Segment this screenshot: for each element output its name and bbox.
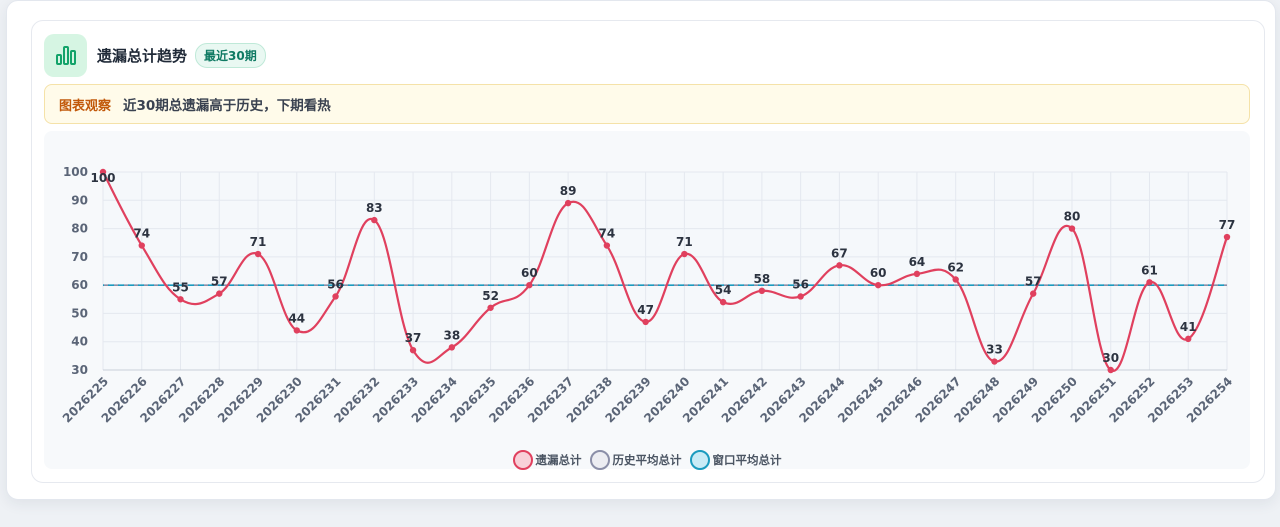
data-point — [874, 281, 882, 289]
data-label: 30 — [1102, 351, 1119, 365]
insight-tag: 图表观察 — [59, 98, 112, 114]
data-label: 54 — [715, 283, 732, 297]
y-tick-label: 40 — [71, 335, 88, 349]
outer-frame: 遗漏总计趋势 最近30期 图表观察 近30期总遗漏高于历史，下期看热 30 40 5… — [6, 0, 1276, 500]
data-point — [1030, 290, 1037, 297]
legend-label-total: 遗漏总计 — [535, 453, 582, 467]
data-point — [293, 327, 300, 334]
data-label: 62 — [947, 260, 964, 274]
data-label: 56 — [792, 277, 809, 291]
y-tick-label: 100 — [63, 165, 88, 179]
data-point — [642, 318, 649, 326]
y-tick-label: 80 — [71, 222, 88, 236]
data-point — [99, 168, 107, 176]
data-label: 47 — [637, 303, 654, 317]
data-label: 61 — [1141, 263, 1158, 277]
card-header: 遗漏总计趋势 最近30期 — [44, 33, 266, 77]
bar-chart-icon — [44, 33, 87, 77]
data-label: 80 — [1064, 210, 1081, 224]
data-point — [758, 287, 766, 294]
legend-label-history: 历史平均总计 — [612, 453, 682, 467]
data-point — [603, 242, 611, 249]
data-point — [526, 281, 533, 289]
data-point — [177, 296, 184, 303]
data-label: 37 — [405, 331, 422, 345]
data-point — [332, 293, 339, 300]
y-tick-label: 60 — [71, 278, 88, 292]
data-point — [797, 293, 804, 300]
data-label: 83 — [366, 201, 383, 215]
data-point — [836, 262, 843, 269]
legend-swatch-total — [512, 450, 533, 470]
data-label: 60 — [870, 266, 887, 280]
data-label: 71 — [250, 235, 267, 249]
data-point — [1146, 279, 1153, 286]
data-point — [254, 250, 262, 258]
plot-background — [103, 172, 1227, 370]
legend-item-window[interactable]: 窗口平均总计 — [689, 450, 782, 470]
data-point — [991, 358, 998, 365]
data-point — [138, 242, 145, 249]
data-point — [1068, 225, 1076, 232]
data-point — [719, 298, 727, 306]
data-label: 33 — [986, 343, 1003, 357]
data-label: 52 — [482, 289, 499, 303]
data-point — [681, 250, 688, 258]
period-badge: 最近30期 — [195, 42, 266, 68]
data-label: 44 — [288, 311, 305, 325]
y-tick-label: 90 — [71, 193, 88, 207]
data-label: 74 — [133, 227, 150, 241]
chart-panel: 30 40 50 60 70 80 90 100 2026225 2026226 2026227 20… — [44, 131, 1250, 471]
data-label: 89 — [560, 184, 577, 198]
data-point — [448, 344, 456, 351]
insight-banner: 图表观察 近30期总遗漏高于历史，下期看热 — [44, 84, 1250, 124]
data-point — [371, 216, 378, 224]
trend-card: 遗漏总计趋势 最近30期 图表观察 近30期总遗漏高于历史，下期看热 30 40 5… — [31, 20, 1265, 483]
y-tick-label: 50 — [71, 306, 88, 320]
data-label: 67 — [831, 246, 848, 260]
legend-swatch-window — [689, 450, 710, 470]
data-point — [952, 276, 959, 283]
legend-item-history[interactable]: 历史平均总计 — [589, 450, 682, 470]
data-label: 60 — [521, 266, 538, 280]
data-label: 74 — [599, 227, 616, 241]
data-label: 55 — [172, 280, 189, 294]
y-tick-label: 30 — [71, 363, 88, 377]
data-label: 64 — [909, 255, 926, 269]
data-point — [216, 290, 223, 297]
insight-text: 近30期总遗漏高于历史，下期看热 — [123, 98, 331, 114]
y-tick-label: 70 — [71, 250, 88, 264]
data-label: 41 — [1180, 320, 1197, 334]
data-point — [564, 199, 572, 207]
data-label: 57 — [1025, 275, 1042, 289]
data-label: 58 — [754, 272, 771, 286]
legend-swatch-history — [589, 450, 610, 470]
card-title: 遗漏总计趋势 — [97, 46, 188, 65]
line-chart: 3040506070809010020262252026226202622720… — [60, 165, 1236, 425]
data-label: 57 — [211, 275, 228, 289]
data-label: 77 — [1219, 218, 1236, 232]
data-point — [1185, 335, 1192, 343]
data-label: 38 — [443, 328, 460, 342]
data-point — [1223, 233, 1231, 241]
data-point — [1107, 366, 1114, 374]
data-label: 100 — [90, 171, 115, 185]
data-label: 71 — [676, 235, 693, 249]
data-point — [409, 347, 417, 354]
data-label: 56 — [327, 277, 344, 291]
legend-item-total[interactable]: 遗漏总计 — [512, 450, 582, 470]
legend-label-window: 窗口平均总计 — [712, 453, 782, 467]
data-point — [487, 304, 494, 311]
chart-legend: 遗漏总计 历史平均总计 窗口平均总计 — [44, 449, 1250, 471]
data-point — [913, 270, 921, 278]
